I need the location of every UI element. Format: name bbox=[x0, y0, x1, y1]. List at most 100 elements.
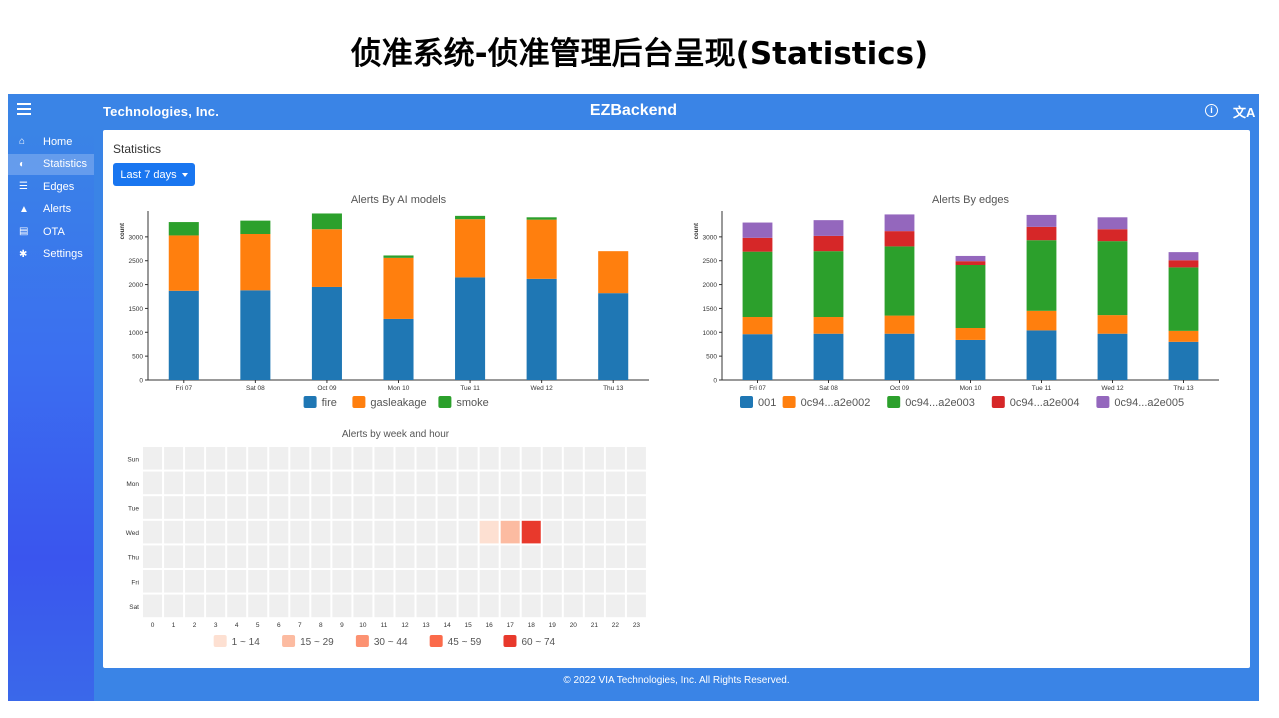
heatmap-cell bbox=[500, 545, 520, 568]
sidebar-item-ota[interactable]: ▤ OTA bbox=[8, 221, 94, 242]
legend-swatch bbox=[213, 635, 227, 647]
legend-swatch bbox=[1096, 396, 1110, 408]
heatmap-cell bbox=[563, 594, 583, 618]
heatmap-row-label: Sun bbox=[127, 456, 139, 463]
bar-0c94-a2e002 bbox=[742, 317, 773, 335]
heatmap-cell bbox=[332, 496, 352, 519]
heatmap-cell bbox=[395, 594, 415, 618]
heatmap-cell bbox=[605, 447, 625, 470]
date-range-label: Last 7 days bbox=[120, 168, 177, 181]
heatmap-cell bbox=[353, 545, 373, 568]
heatmap-cell bbox=[311, 594, 331, 618]
heatmap-cell bbox=[437, 545, 457, 568]
sidebar-item-statistics[interactable]: ◐ Statistics bbox=[8, 153, 94, 175]
y-tick-label: 1500 bbox=[129, 306, 144, 313]
heatmap-cell bbox=[311, 471, 331, 495]
heatmap-cell bbox=[164, 570, 184, 593]
chart-title: Alerts by week and hour bbox=[342, 429, 450, 440]
heatmap-cell bbox=[206, 594, 226, 618]
bar-0c94-a2e005 bbox=[1026, 214, 1057, 227]
heatmap-col-label: 10 bbox=[359, 622, 367, 629]
heatmap-cell bbox=[269, 545, 289, 568]
menu-icon[interactable] bbox=[17, 103, 31, 117]
heatmap-col-label: 18 bbox=[528, 622, 536, 629]
y-tick-label: 2000 bbox=[703, 282, 718, 289]
sidebar-item-settings[interactable]: ✱ Settings bbox=[8, 244, 94, 265]
heatmap-cell bbox=[626, 447, 646, 470]
heatmap-cell bbox=[437, 447, 457, 470]
heatmap-cell bbox=[437, 496, 457, 519]
bar-001 bbox=[1168, 341, 1199, 380]
heatmap-cell bbox=[290, 447, 310, 470]
heatmap-cell bbox=[248, 447, 268, 470]
sidebar: ⌂ Home ◐ Statistics ☰ Edges ▲ Alerts ▤ OTA ✱ Settin… bbox=[8, 130, 94, 701]
heatmap-cell bbox=[311, 545, 331, 568]
translate-icon[interactable]: 文A bbox=[1233, 105, 1256, 120]
heatmap-cell bbox=[395, 545, 415, 568]
bar-001 bbox=[884, 333, 915, 380]
heatmap-cell bbox=[500, 496, 520, 519]
heatmap-cell bbox=[374, 496, 394, 519]
bar-0c94-a2e004 bbox=[955, 261, 986, 266]
heatmap-cell bbox=[290, 594, 310, 618]
heatmap-cell bbox=[626, 594, 646, 618]
home-icon: ⌂ bbox=[19, 136, 26, 147]
bar-fire bbox=[383, 318, 414, 380]
heatmap-cell bbox=[269, 471, 289, 495]
x-tick-label: Fri 07 bbox=[749, 385, 766, 392]
heatmap-col-label: 19 bbox=[549, 622, 557, 629]
date-range-dropdown[interactable]: Last 7 days bbox=[113, 163, 195, 186]
sidebar-item-edges[interactable]: ☰ Edges bbox=[8, 176, 94, 197]
heatmap-cell bbox=[458, 520, 478, 544]
legend-swatch bbox=[303, 396, 317, 408]
x-tick-label: Sat 08 bbox=[819, 385, 838, 392]
x-tick-label: Wed 12 bbox=[530, 385, 553, 392]
heatmap-cell bbox=[143, 594, 163, 618]
legend-label: 001 bbox=[758, 397, 776, 409]
legend-swatch bbox=[282, 635, 296, 647]
bar-smoke bbox=[383, 255, 414, 258]
heatmap-cell bbox=[185, 570, 205, 593]
heatmap-cell bbox=[626, 545, 646, 568]
heatmap-cell bbox=[416, 545, 436, 568]
heatmap-cell bbox=[290, 496, 310, 519]
heatmap-cell bbox=[416, 496, 436, 519]
y-tick-label: 2000 bbox=[129, 282, 144, 289]
heatmap-cell bbox=[584, 447, 604, 470]
heatmap-cell bbox=[311, 496, 331, 519]
y-tick-label: 2500 bbox=[129, 258, 144, 265]
bar-fire bbox=[311, 286, 342, 380]
heatmap-col-label: 21 bbox=[591, 622, 599, 629]
heatmap-cell bbox=[164, 496, 184, 519]
heatmap-cell bbox=[353, 520, 373, 544]
legend-swatch bbox=[782, 396, 796, 408]
main-panel: Statistics Last 7 days Alerts By AI mode… bbox=[103, 130, 1250, 668]
bar-smoke bbox=[311, 213, 342, 230]
heatmap-cell bbox=[374, 570, 394, 593]
legend-swatch bbox=[887, 396, 901, 408]
info-icon[interactable]: i bbox=[1205, 104, 1218, 117]
heatmap-cell bbox=[542, 594, 562, 618]
heatmap-cell bbox=[500, 570, 520, 593]
bar-gasleakage bbox=[598, 251, 629, 294]
chart-title: Alerts By edges bbox=[932, 194, 1010, 206]
heatmap-cell bbox=[437, 570, 457, 593]
y-tick-label: 2500 bbox=[703, 258, 718, 265]
heatmap-cell bbox=[185, 545, 205, 568]
heatmap-col-label: 4 bbox=[235, 622, 239, 629]
bar-001 bbox=[742, 334, 773, 380]
heatmap-col-label: 1 bbox=[172, 622, 176, 629]
sidebar-item-home[interactable]: ⌂ Home bbox=[8, 131, 94, 152]
legend-label: 15 ~ 29 bbox=[300, 637, 334, 648]
legend-label: 30 ~ 44 bbox=[374, 637, 408, 648]
heatmap-row-label: Thu bbox=[128, 555, 140, 562]
x-tick-label: Thu 13 bbox=[1173, 385, 1194, 392]
sidebar-item-alerts[interactable]: ▲ Alerts bbox=[8, 199, 94, 220]
heatmap-cell bbox=[605, 594, 625, 618]
legend-swatch bbox=[355, 635, 369, 647]
heatmap-cell bbox=[584, 520, 604, 544]
heatmap-cell bbox=[290, 520, 310, 544]
bar-0c94-a2e004 bbox=[1097, 229, 1128, 242]
x-tick-label: Tue 11 bbox=[1032, 385, 1052, 392]
x-tick-label: Fri 07 bbox=[175, 385, 192, 392]
